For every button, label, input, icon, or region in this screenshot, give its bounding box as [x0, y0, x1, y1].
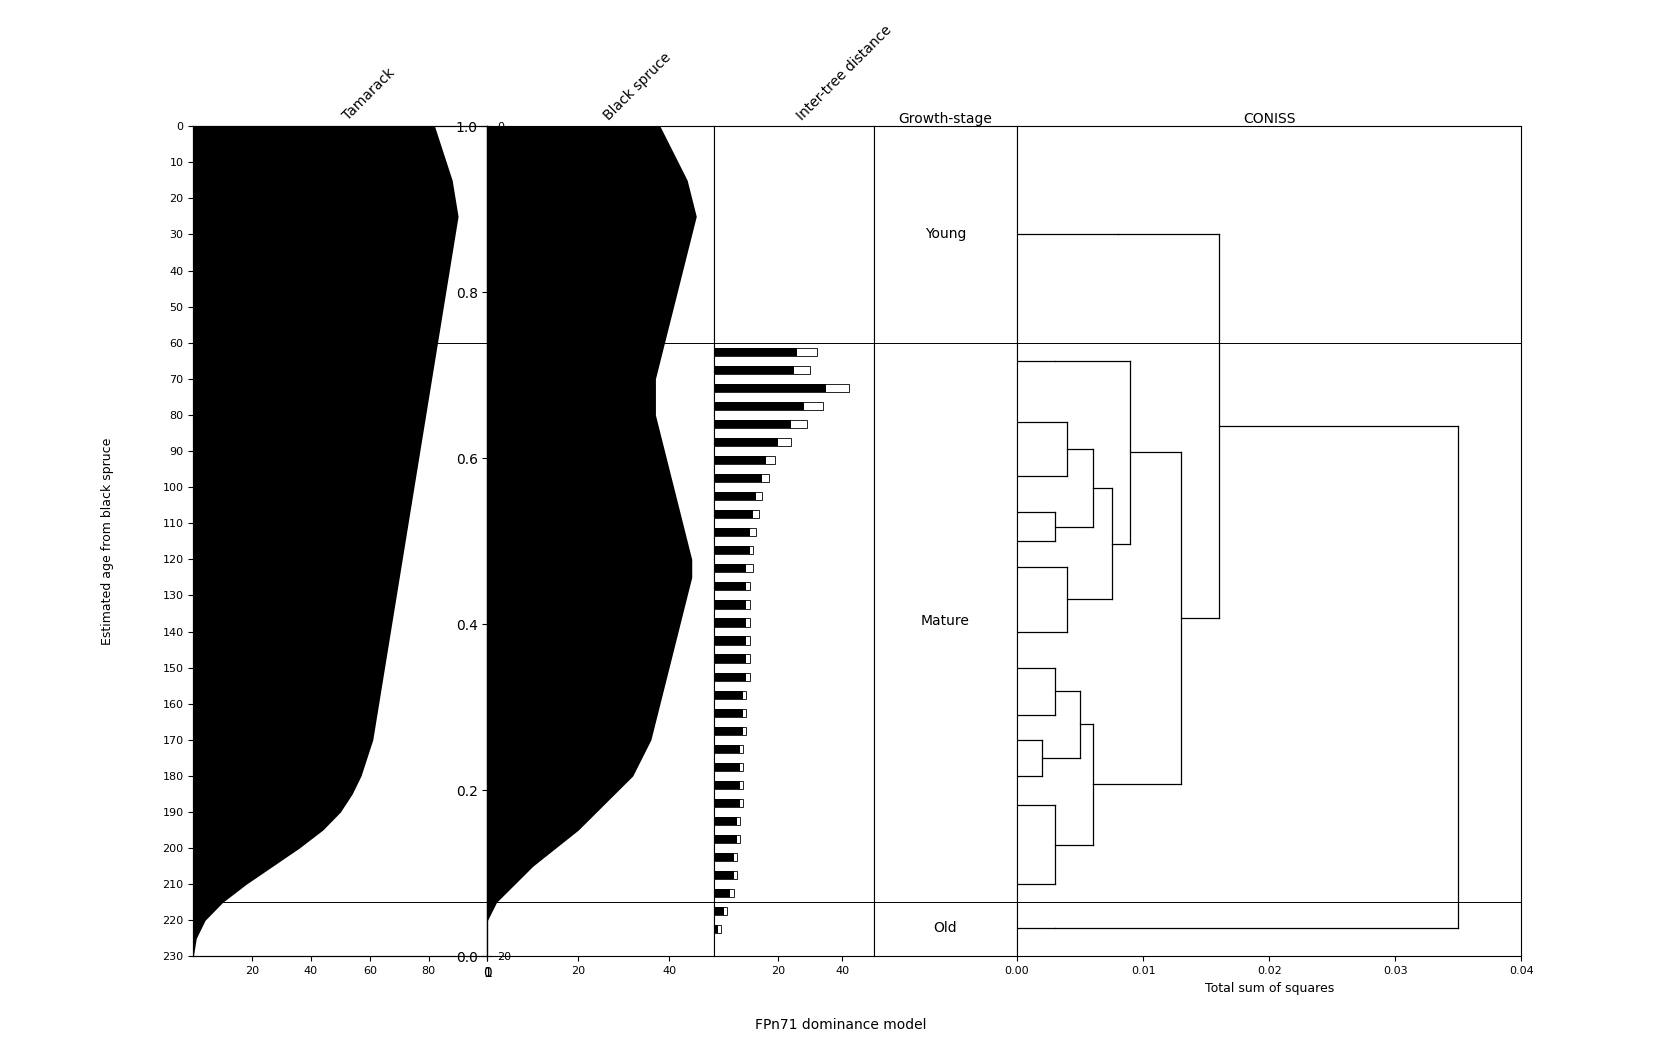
Bar: [714, 907, 727, 915]
Bar: [714, 618, 746, 626]
Bar: [714, 907, 724, 915]
Bar: [714, 600, 749, 609]
Bar: [714, 600, 746, 609]
Text: FPn71 dominance model: FPn71 dominance model: [754, 1017, 926, 1032]
Bar: [714, 799, 743, 807]
Title: Black spruce: Black spruce: [600, 50, 674, 123]
Bar: [714, 456, 774, 465]
Bar: [714, 834, 736, 843]
Bar: [714, 763, 739, 771]
Bar: [714, 547, 753, 554]
Bar: [714, 618, 749, 626]
Bar: [714, 529, 749, 536]
Bar: [714, 817, 739, 825]
Bar: [714, 348, 796, 356]
Bar: [714, 834, 739, 843]
Bar: [714, 474, 768, 482]
Bar: [714, 673, 746, 681]
Bar: [714, 564, 753, 573]
Bar: [714, 529, 756, 536]
Bar: [714, 853, 732, 861]
Bar: [714, 655, 749, 663]
Bar: [714, 456, 764, 465]
Bar: [714, 708, 743, 717]
Bar: [714, 564, 746, 573]
Bar: [714, 655, 746, 663]
Bar: [714, 799, 739, 807]
Bar: [714, 547, 749, 554]
Bar: [714, 366, 793, 374]
Text: Young: Young: [924, 227, 966, 242]
Bar: [714, 708, 746, 717]
Bar: [714, 510, 759, 518]
Bar: [714, 745, 739, 753]
Bar: [714, 637, 749, 644]
Bar: [714, 419, 791, 428]
Bar: [714, 582, 749, 591]
Bar: [714, 871, 736, 880]
Bar: [714, 691, 743, 699]
Bar: [714, 853, 736, 861]
Bar: [714, 817, 736, 825]
Bar: [714, 781, 739, 789]
Bar: [714, 474, 761, 482]
Bar: [714, 438, 778, 446]
Bar: [714, 438, 791, 446]
Bar: [714, 419, 806, 428]
Title: Growth-stage: Growth-stage: [899, 112, 991, 126]
Bar: [714, 726, 743, 735]
Title: Tamarack: Tamarack: [339, 66, 398, 123]
Bar: [714, 925, 717, 933]
Bar: [714, 492, 761, 500]
Bar: [714, 925, 721, 933]
X-axis label: Total sum of squares: Total sum of squares: [1205, 982, 1332, 994]
Bar: [714, 366, 810, 374]
Bar: [714, 384, 825, 392]
Bar: [714, 510, 753, 518]
Title: Inter-tree distance: Inter-tree distance: [793, 23, 894, 123]
Bar: [714, 348, 816, 356]
Bar: [714, 637, 746, 644]
Bar: [714, 384, 848, 392]
Bar: [714, 745, 743, 753]
Bar: [714, 492, 756, 500]
Bar: [714, 781, 743, 789]
Text: Old: Old: [932, 921, 958, 934]
Y-axis label: Diameter class (inches): Diameter class (inches): [522, 468, 536, 615]
Bar: [714, 726, 746, 735]
Bar: [714, 673, 749, 681]
Title: CONISS: CONISS: [1242, 112, 1295, 126]
Bar: [714, 889, 732, 898]
Bar: [714, 401, 803, 410]
Bar: [714, 582, 746, 591]
Bar: [714, 871, 732, 880]
Bar: [714, 763, 743, 771]
Bar: [714, 401, 823, 410]
Y-axis label: Estimated age from black spruce: Estimated age from black spruce: [101, 437, 114, 645]
Bar: [714, 691, 746, 699]
Bar: [714, 889, 729, 898]
Text: Mature: Mature: [921, 614, 969, 627]
